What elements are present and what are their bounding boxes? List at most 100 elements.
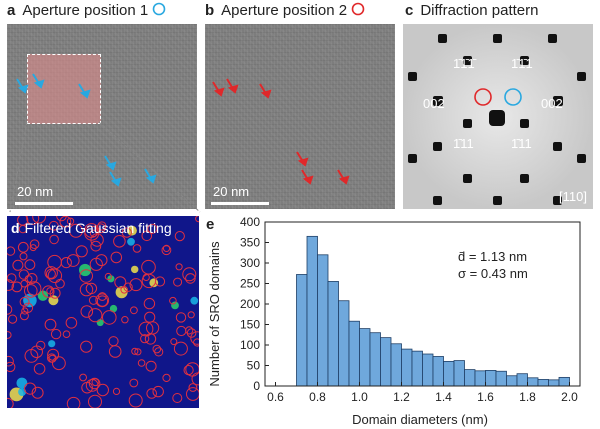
panel-a-title: Aperture position 1: [22, 2, 149, 19]
fit-circle: [114, 276, 127, 289]
fit-circle: [128, 393, 143, 408]
fit-circle: [141, 230, 153, 242]
cyan-circle-icon: [153, 2, 166, 16]
fit-circle: [176, 325, 187, 337]
y-tick-label: 300: [240, 256, 260, 270]
fit-circle: [186, 387, 199, 401]
fit-circle: [17, 241, 29, 253]
fit-circle: [140, 334, 150, 344]
fit-circle: [60, 257, 72, 269]
fit-circle: [129, 378, 139, 388]
fit-circle: [89, 257, 103, 271]
fit-circle: [89, 229, 98, 237]
arrow-marker: [33, 79, 45, 89]
fit-circle: [185, 326, 194, 335]
fit-circle: [66, 254, 80, 267]
panel-b-title: Aperture position 2: [221, 2, 348, 19]
fit-circle: [48, 220, 59, 231]
histogram-chart: Number of SRO domains Domain diameters (…: [207, 215, 581, 427]
fit-circle: [29, 244, 37, 252]
panel-d-header: d Filtered Gaussian fitting: [11, 220, 172, 236]
y-tick-label: 200: [240, 297, 260, 311]
fit-circle: [142, 273, 150, 282]
histogram-bar: [359, 328, 371, 387]
x-tick-label: 1.6: [477, 390, 494, 404]
fit-circle: [91, 378, 100, 387]
fit-circle: [144, 311, 156, 323]
histogram-bar: [390, 343, 402, 387]
diffraction-spots: [403, 24, 593, 209]
fit-circle: [187, 311, 195, 319]
histogram-bar: [411, 350, 423, 387]
fit-circle: [123, 282, 133, 292]
fit-circle: [65, 317, 78, 329]
fit-circle: [79, 269, 93, 283]
fit-circle: [95, 254, 108, 267]
histogram-bar: [548, 379, 560, 387]
fit-circle: [121, 316, 129, 324]
fit-circle: [185, 362, 199, 377]
fit-circle: [170, 338, 178, 346]
fit-circle: [24, 382, 37, 395]
fit-circle: [24, 349, 39, 363]
fit-circle: [44, 318, 57, 331]
fit-circle: [79, 282, 94, 297]
fit-circle: [146, 388, 157, 399]
fit-circle: [152, 344, 162, 354]
fit-circle: [47, 268, 63, 283]
y-tick-label: 350: [240, 236, 260, 250]
histogram-bar: [495, 370, 507, 387]
scale-bar-b: [211, 202, 269, 205]
arrow-marker: [145, 174, 157, 184]
fit-circle: [18, 224, 28, 234]
fit-circle: [186, 328, 197, 338]
histogram-bar: [558, 376, 570, 387]
fit-circle: [8, 314, 18, 324]
histogram-bar: [317, 254, 329, 387]
bright-spot: [190, 296, 199, 305]
label-left: 002: [423, 96, 445, 111]
fit-circle: [85, 282, 98, 295]
fit-circle: [175, 312, 187, 323]
y-tick-label: 100: [240, 338, 260, 352]
fit-circle: [130, 306, 138, 315]
fit-circle: [21, 307, 29, 315]
fit-circle: [121, 227, 132, 238]
label-top-right: 1̄1̄1: [511, 56, 533, 71]
fit-circle: [108, 345, 122, 358]
fit-circle: [191, 372, 199, 386]
label-right: 002: [541, 96, 563, 111]
fit-circle: [7, 246, 16, 256]
x-tick-label: 1.0: [351, 390, 368, 404]
arrow-marker: [260, 89, 272, 99]
bright-spot: [131, 265, 139, 274]
histogram-bar: [432, 356, 444, 387]
fit-circle: [134, 348, 142, 356]
fit-circle: [80, 340, 93, 353]
bright-spot: [16, 377, 28, 389]
fit-circle: [132, 244, 142, 253]
fit-circle: [88, 394, 102, 408]
panel-d-title: Filtered Gaussian fitting: [24, 220, 172, 236]
arrow-markers-a: [16, 73, 157, 187]
fit-circle: [182, 267, 197, 282]
arrow-marker: [227, 84, 239, 94]
x-tick-label: 1.2: [393, 390, 410, 404]
gaussian-fitting-map: d Filtered Gaussian fitting: [7, 216, 199, 408]
x-tick-label: 1.8: [519, 390, 536, 404]
fit-circle: [172, 393, 183, 403]
histogram-bar: [338, 300, 350, 387]
fit-circle: [88, 377, 101, 390]
fit-circle: [188, 383, 198, 392]
fit-circle: [102, 310, 117, 325]
y-tick-label: 50: [247, 359, 261, 373]
fit-circle: [173, 277, 183, 287]
fit-circle: [112, 387, 121, 395]
arrow-markers-b: [212, 78, 350, 185]
fit-circle: [7, 304, 13, 315]
arrow-marker: [79, 89, 91, 99]
fit-circle: [143, 297, 156, 310]
fit-circle: [45, 268, 56, 279]
fit-circle: [69, 223, 83, 238]
fit-circle: [96, 295, 109, 307]
